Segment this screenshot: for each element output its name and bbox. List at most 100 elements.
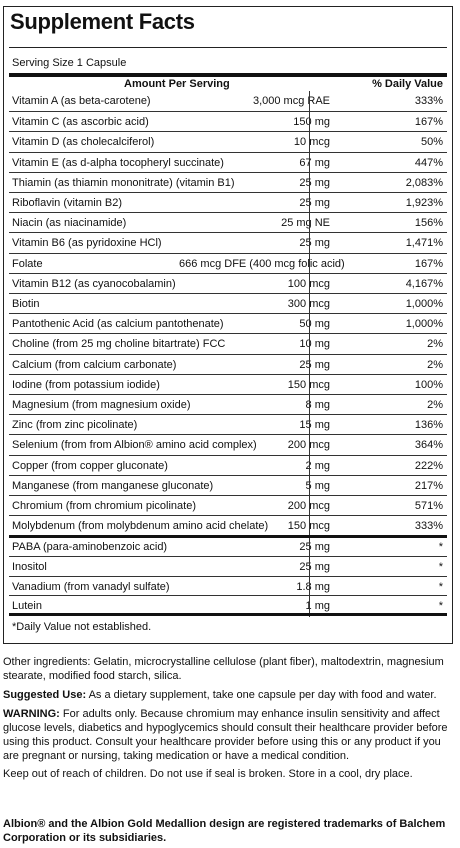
serving-size: Serving Size 1 Capsule [12, 57, 127, 69]
nutrient-amount: 25 mg [299, 358, 330, 371]
panel-title: Supplement Facts [10, 9, 195, 34]
nutrient-daily-value: 333% [414, 95, 443, 107]
table-row: Zinc (from zinc picolinate) 15 mg 136% [9, 414, 447, 435]
nutrient-name: Vitamin D (as cholecalciferol) [12, 136, 155, 149]
nutrient-name: Vitamin E (as d-alpha tocopheryl succina… [12, 156, 224, 169]
table-row: Vitamin A (as beta-carotene) 3,000 mcg RA… [9, 91, 447, 111]
nutrient-daily-value: 100% [414, 378, 443, 391]
nutrient-name: Calcium (from calcium carbonate) [12, 358, 177, 371]
warning-label: WARNING: [3, 708, 60, 720]
storage-note: Keep out of reach of children. Do not us… [3, 768, 413, 780]
nutrient-name: Manganese (from manganese gluconate) [12, 479, 214, 492]
nutrient-amount: 1.8 mg [296, 581, 330, 593]
column-separator-lower [309, 537, 310, 617]
nutrient-daily-value: 1,923% [405, 197, 443, 209]
nutrient-amount: 25 mg [299, 176, 330, 189]
other-ingredients: Other ingredients: Gelatin, microcrystal… [3, 656, 444, 682]
nutrient-amount: 3,000 mcg RAE [252, 95, 330, 107]
nutrient-name: Vitamin A (as beta-carotene) [12, 95, 151, 107]
table-row: Magnesium (from magnesium oxide) 8 mg 2% [9, 394, 447, 415]
table-row: Calcium (from calcium carbonate) 25 mg 2% [9, 353, 447, 375]
nutrient-daily-value: 4,167% [405, 277, 443, 290]
nutrient-daily-value: 167% [414, 116, 443, 129]
supplement-facts-panel: Supplement Facts Serving Size 1 Capsule … [3, 6, 453, 644]
nutrient-daily-value: 222% [414, 459, 443, 472]
nutrient-name: Vitamin B6 (as pyridoxine HCl) [12, 237, 162, 250]
table-row: Manganese (from manganese gluconate) 5 mg… [9, 474, 447, 496]
nutrient-daily-value: * [438, 561, 443, 573]
table-row: Molybdenum (from molybdenum amino acid c… [9, 515, 447, 535]
nutrient-amount: 200 mcg [287, 439, 330, 452]
nutrient-daily-value: 136% [414, 419, 443, 432]
nutrient-amount: 150 mcg [287, 378, 330, 391]
table-row: Selenium (from from Albion® amino acid c… [9, 434, 447, 455]
table-row: Pantothenic Acid (as calcium pantothenat… [9, 313, 447, 334]
nutrient-name: Vitamin C (as ascorbic acid) [12, 116, 149, 129]
nutrient-name: Vanadium (from vanadyl sulfate) [12, 581, 170, 593]
table-row: Iodine (from potassium iodide) 150 mcg 100… [9, 373, 447, 395]
warning: WARNING: For adults only. Because chromi… [3, 707, 453, 763]
nutrient-name: Biotin [12, 298, 40, 310]
table-row: Choline (from 25 mg choline bitartrate) … [9, 333, 447, 354]
nutrient-amount: 300 mcg [287, 298, 330, 310]
nutrient-name: Riboflavin (vitamin B2) [12, 197, 123, 209]
table-row: Lutein 1 mg * [9, 595, 447, 615]
nutrient-name: Copper (from copper gluconate) [12, 459, 168, 472]
trademark-note: Albion® and the Albion Gold Medallion de… [3, 818, 446, 844]
table-row: Copper (from copper gluconate) 2 mg 222% [9, 454, 447, 476]
nutrient-daily-value: * [438, 541, 443, 553]
nutrient-daily-value: 1,000% [405, 318, 443, 331]
suggested-use-label: Suggested Use: [3, 689, 87, 701]
table-row: Chromium (from chromium picolinate) 200 m… [9, 495, 447, 516]
table-row: Thiamin (as thiamin mononitrate) (vitami… [9, 171, 447, 193]
header-daily-value: % Daily Value [372, 78, 443, 90]
table-row: Vanadium (from vanadyl sulfate) 1.8 mg * [9, 576, 447, 596]
nutrient-daily-value: 1,471% [405, 237, 443, 250]
table-row: Folate 666 mcg DFE (400 mcg folic acid) 16… [9, 252, 447, 274]
nutrient-name: Choline (from 25 mg choline bitartrate) … [12, 338, 226, 351]
nutrient-amount: 5 mg [305, 479, 330, 492]
table-row: PABA (para-aminobenzoic acid) 25 mg * [9, 537, 447, 556]
nutrient-amount: 25 mg [299, 237, 330, 250]
nutrient-name: Selenium (from from Albion® amino acid c… [12, 439, 257, 452]
nutrient-name: Niacin (as niacinamide) [12, 217, 127, 230]
nutrient-daily-value: 2,083% [405, 176, 443, 189]
nutrient-amount: 8 mg [305, 399, 330, 411]
nutrient-name: Pantothenic Acid (as calcium pantothenat… [12, 318, 224, 331]
nutrient-name: Magnesium (from magnesium oxide) [12, 399, 191, 411]
nutrient-amount: 2 mg [305, 459, 330, 472]
nutrient-daily-value: 156% [414, 217, 443, 230]
nutrient-amount: 25 mg [299, 541, 330, 553]
nutrient-daily-value: * [438, 581, 443, 593]
nutrient-amount: 25 mg [299, 197, 330, 209]
nutrient-amount: 15 mg [299, 419, 330, 432]
table-row: Niacin (as niacinamide) 25 mg NE 156% [9, 212, 447, 233]
nutrient-daily-value: 2% [427, 338, 443, 351]
nutrient-daily-value: 333% [414, 520, 443, 533]
nutrient-daily-value: 364% [414, 439, 443, 452]
warning-text: For adults only. Because chromium may en… [3, 708, 448, 762]
nutrient-name: PABA (para-aminobenzoic acid) [12, 541, 168, 553]
column-separator [309, 91, 310, 535]
nutrient-name: Folate [12, 257, 43, 270]
nutrient-name: Chromium (from chromium picolinate) [12, 500, 196, 512]
nutrient-daily-value: 217% [414, 479, 443, 492]
nutrient-amount: 25 mg NE [281, 217, 330, 230]
header-amount: Amount Per Serving [124, 78, 230, 90]
nutrient-daily-value: 571% [414, 500, 443, 512]
nutrient-daily-value: 50% [420, 136, 443, 149]
nutrient-name: Lutein [12, 600, 42, 612]
nutrient-amount: 10 mg [299, 338, 330, 351]
nutrient-name: Molybdenum (from molybdenum amino acid c… [12, 520, 269, 533]
nutrient-amount: 150 mg [293, 116, 330, 129]
nutrient-daily-value: * [438, 600, 443, 612]
table-row: Vitamin C (as ascorbic acid) 150 mg 167% [9, 111, 447, 132]
nutrient-daily-value: 167% [414, 257, 443, 270]
table-row: Vitamin E (as d-alpha tocopheryl succina… [9, 151, 447, 173]
nutrient-amount: 67 mg [299, 156, 330, 169]
nutrient-amount: 100 mcg [287, 277, 330, 290]
table-row: Vitamin B12 (as cyanocobalamin) 100 mcg 4,… [9, 272, 447, 294]
nutrient-daily-value: 1,000% [405, 298, 443, 310]
nutrient-name: Thiamin (as thiamin mononitrate) (vitami… [12, 176, 235, 189]
bottom-rule [9, 613, 447, 616]
